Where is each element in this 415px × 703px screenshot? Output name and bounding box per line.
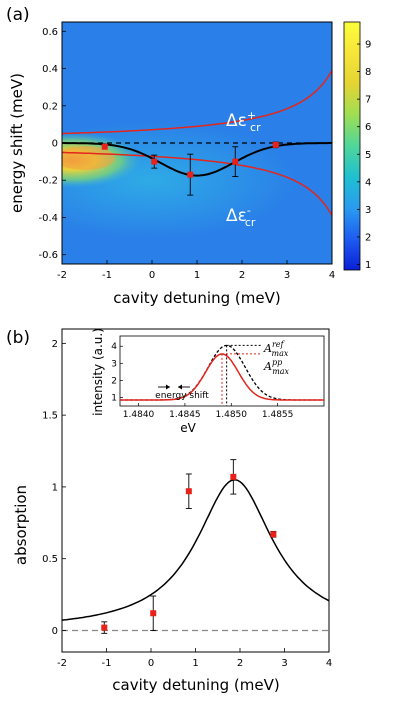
inset: energy shift Aref max App max 1.4840 1.4845… [91,328,325,435]
ytick-b-label: 0 [52,626,58,637]
arrow-left-head [166,384,170,390]
xlabel-a: cavity detuning (meV) [113,289,280,307]
inset-ylabel: intensity (a.u.) [91,328,105,416]
colorbar [343,21,361,271]
panel-a-label: (a) [6,5,30,25]
heatmap-a [62,22,332,264]
inset-xtick-label: 1.4850 [216,410,248,420]
colorbar-tick-label: 4 [365,177,371,188]
yticks-b: 0 0.5 1 1.5 2 [42,339,66,637]
ytick-b-label: 2 [52,339,58,350]
inset-legend: Aref max App max [263,340,290,376]
panel-b-label: (b) [6,328,30,348]
colorbar-tick-label: 2 [365,232,371,243]
ylabel-b: absorption [12,485,30,565]
point-b-marker [185,488,192,495]
inset-ytick-label: 4 [111,342,117,352]
xtick-b-label: -2 [57,658,67,669]
inset-xtick-label: 1.4840 [123,410,155,420]
xtick-b-label: 2 [237,658,243,669]
inset-ytick-label: 3 [111,359,117,369]
xtick-a-label: 3 [284,270,290,281]
ytick-a-label: -0.6 [38,250,58,261]
ytick-a-label: -0.4 [38,213,58,224]
point-a-marker [232,158,239,165]
xtick-b-label: 3 [281,658,287,669]
inset-xlabel: eV [180,421,196,435]
legend-ref: Aref max [263,340,289,358]
point-a-marker [101,143,108,150]
xtick-b-label: -1 [102,658,112,669]
point-b-marker [230,473,237,480]
annotation-minus: Δε-cr [226,204,256,229]
colorbar-tick-label: 5 [365,150,371,161]
xticks-a: -2 -1 0 1 2 3 4 [57,260,335,281]
annotation-plus: Δε+ cr [226,109,261,134]
xtick-a-label: 1 [194,270,200,281]
point-a-marker [187,171,194,178]
ytick-b-label: 1.5 [42,411,58,422]
xtick-b-label: 0 [148,658,154,669]
colorbar-tick-label: 9 [365,40,371,51]
xtick-a-label: -2 [57,270,67,281]
xtick-a-label: 4 [329,270,335,281]
ytick-a-label: 0.6 [42,27,58,38]
xtick-b-label: 4 [326,658,332,669]
ytick-a-label: -0.2 [38,176,58,187]
xtick-a-label: -1 [102,270,112,281]
inset-arrows [158,384,190,390]
inset-annotation: energy shift [155,391,209,401]
point-a-marker [272,141,279,148]
inset-ytick-label: 2 [111,376,117,386]
points-a [101,141,279,196]
inset-ytick-label: 1 [111,393,117,403]
fit-curve-b [61,479,330,621]
arrow-right-head [178,384,182,390]
point-b-marker [270,531,277,538]
colorbar-tick-label: 3 [365,205,371,216]
xlabel-b: cavity detuning (meV) [112,676,279,694]
upper-branch-curve [62,70,332,135]
point-b-marker [150,610,157,617]
ytick-b-label: 0.5 [42,554,58,565]
inset-xtick-label: 1.4845 [169,410,201,420]
xtick-a-label: 2 [239,270,245,281]
point-b-marker [101,624,108,631]
lower-branch-curve [62,151,332,216]
inset-yticks: 1 2 3 4 [111,342,123,403]
inset-xtick-label: 1.4855 [262,410,294,420]
yticks-a: -0.6 -0.4 -0.2 0 0.2 0.4 0.6 [38,27,66,261]
inset-xticks: 1.4840 1.4845 1.4850 1.4855 [123,403,294,420]
colorbar-ticks: 1 2 3 4 5 6 7 8 9 [357,40,371,271]
point-a-marker [151,158,158,165]
ytick-a-label: 0.2 [42,101,58,112]
xtick-b-label: 1 [192,658,198,669]
ytick-a-label: 0.4 [42,64,58,75]
legend-pp: App max [263,358,290,376]
colorbar-tick-label: 1 [365,260,371,271]
heatmap-hotspot-core [62,146,115,170]
colorbar-tick-label: 6 [365,122,371,133]
points-b [101,459,277,634]
colorbar-tick-label: 8 [365,67,371,78]
ytick-a-label: 0 [52,139,58,150]
xticks-b: -2 -1 0 1 2 3 4 [57,648,332,669]
colorbar-tick-label: 7 [365,95,371,106]
xtick-a-label: 0 [149,270,155,281]
ylabel-a: energy shift (meV) [8,73,26,213]
ytick-b-label: 1 [52,482,58,493]
